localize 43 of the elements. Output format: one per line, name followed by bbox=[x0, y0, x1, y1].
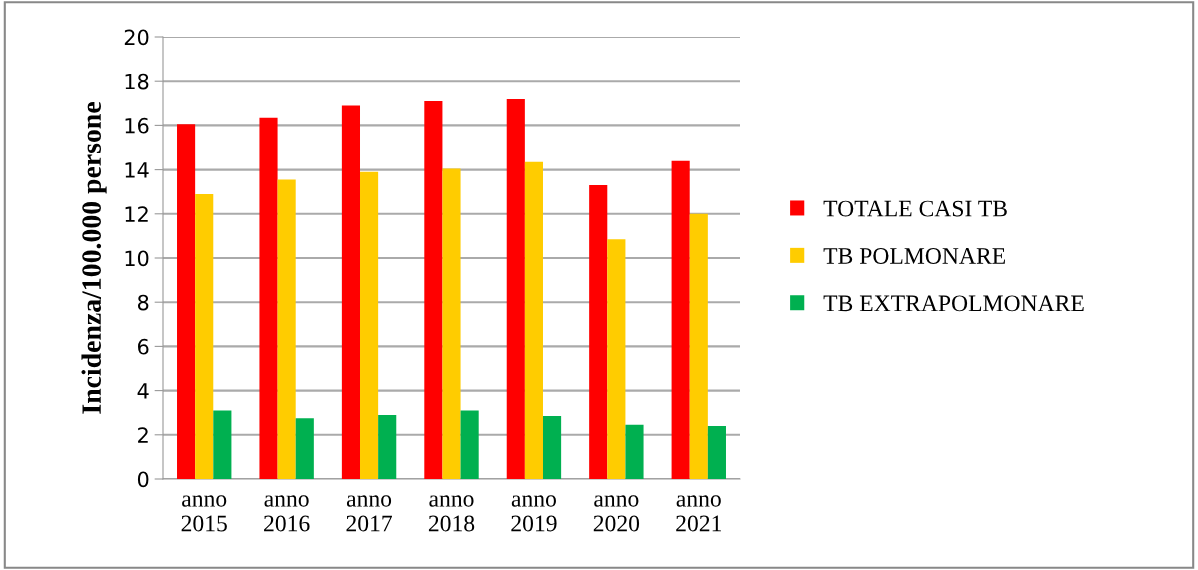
y-tick-label: 4 bbox=[137, 383, 149, 399]
x-tick-label: anno 2020 bbox=[593, 495, 640, 532]
bar bbox=[524, 161, 543, 479]
bar bbox=[177, 124, 196, 479]
y-tick-label: 14 bbox=[125, 162, 149, 178]
x-tick-label: anno 2015 bbox=[181, 495, 227, 532]
y-tick-label: 16 bbox=[125, 117, 149, 134]
bar bbox=[295, 418, 314, 479]
y-tick-label: 20 bbox=[124, 29, 149, 46]
y-tick-label: 6 bbox=[138, 338, 149, 355]
bar bbox=[259, 117, 278, 479]
x-tick-label: anno 2017 bbox=[346, 495, 392, 532]
x-tick-label: anno 2016 bbox=[264, 495, 310, 532]
bar bbox=[589, 185, 608, 479]
bar bbox=[277, 179, 296, 479]
bar bbox=[424, 101, 443, 479]
bar bbox=[460, 410, 479, 479]
y-tick-label: 8 bbox=[137, 294, 149, 311]
bar bbox=[689, 213, 708, 479]
bar bbox=[671, 160, 690, 479]
y-axis-title: Incidenza/100.000 persone bbox=[81, 102, 107, 414]
bar bbox=[341, 105, 360, 479]
y-tick-label: 18 bbox=[125, 73, 149, 90]
bar bbox=[506, 98, 525, 479]
bar bbox=[360, 171, 379, 479]
y-tick-label: 2 bbox=[138, 427, 148, 443]
y-tick-label: 0 bbox=[137, 471, 149, 488]
legend-label: TB POLMONARE bbox=[823, 248, 1005, 264]
legend-label: TOTALE CASI TB bbox=[823, 200, 1007, 217]
bar bbox=[625, 424, 644, 479]
legend-label: TB EXTRAPOLMONARE bbox=[823, 295, 1084, 312]
x-tick-label: anno 2021 bbox=[676, 495, 721, 532]
y-tick-label: 10 bbox=[125, 250, 149, 267]
y-tick-label: 12 bbox=[125, 206, 148, 222]
bar bbox=[378, 414, 397, 479]
bar bbox=[195, 193, 214, 479]
bar bbox=[543, 416, 562, 479]
bar bbox=[707, 425, 726, 479]
x-tick-label: anno 2019 bbox=[511, 495, 557, 532]
x-tick-label: anno 2018 bbox=[428, 495, 475, 532]
bar bbox=[442, 168, 461, 479]
bar bbox=[213, 410, 232, 479]
bar bbox=[607, 239, 626, 479]
